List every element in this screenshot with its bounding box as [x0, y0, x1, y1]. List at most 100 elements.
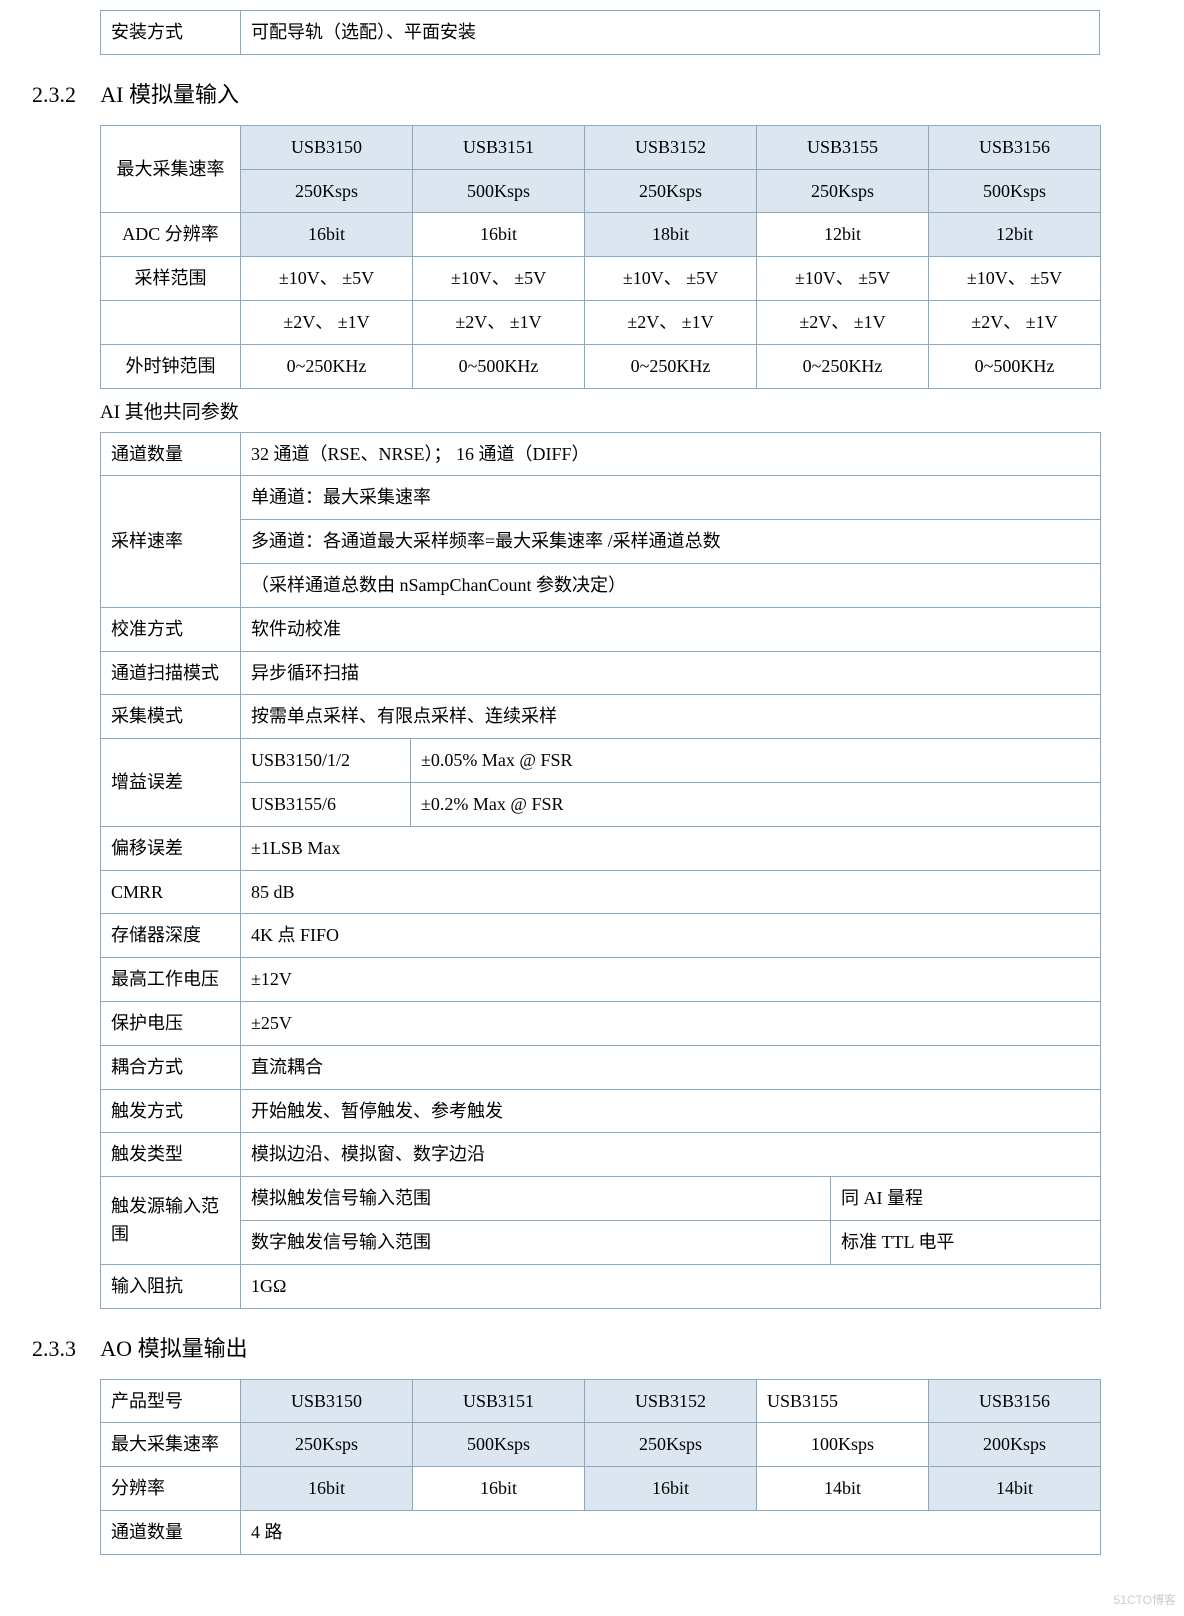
- ai-model-0: USB3150: [241, 125, 413, 169]
- scan-label: 通道扫描模式: [101, 651, 241, 695]
- ttype-value: 模拟边沿、模拟窗、数字边沿: [241, 1133, 1101, 1177]
- ao-rate-4: 200Ksps: [929, 1423, 1101, 1467]
- calib-value: 软件动校准: [241, 607, 1101, 651]
- ao-res-0: 16bit: [241, 1467, 413, 1511]
- adc-1: 16bit: [413, 213, 585, 257]
- rate-line1: 单通道：最大采集速率: [241, 476, 1101, 520]
- fifo-label: 存储器深度: [101, 914, 241, 958]
- ao-model-0: USB3150: [241, 1379, 413, 1423]
- imp-label: 输入阻抗: [101, 1264, 241, 1308]
- adc-label: ADC 分辨率: [101, 213, 241, 257]
- ai-rate-label: 最大采集速率: [101, 125, 241, 213]
- range-b0: ±2V、 ±1V: [241, 300, 413, 344]
- ai-model-4: USB3156: [929, 125, 1101, 169]
- trig-label: 触发方式: [101, 1089, 241, 1133]
- rate-line2: 多通道：各通道最大采样频率=最大采集速率 /采样通道总数: [241, 520, 1101, 564]
- channels-value: 32 通道（RSE、NRSE）； 16 通道（DIFF）: [241, 432, 1101, 476]
- install-value: 可配导轨（选配）、平面安装: [241, 11, 1100, 55]
- range-a3: ±10V、 ±5V: [757, 257, 929, 301]
- range-a2: ±10V、 ±5V: [585, 257, 757, 301]
- ao-rate-2: 250Ksps: [585, 1423, 757, 1467]
- offset-value: ±1LSB Max: [241, 826, 1101, 870]
- ai-rate-1: 500Ksps: [413, 169, 585, 213]
- ai-rate-4: 500Ksps: [929, 169, 1101, 213]
- ai-model-3: USB3155: [757, 125, 929, 169]
- range-empty: [101, 300, 241, 344]
- clk-3: 0~250KHz: [757, 344, 929, 388]
- range-b3: ±2V、 ±1V: [757, 300, 929, 344]
- gain-a2: ±0.05% Max @ FSR: [411, 739, 1101, 783]
- watermark: 51CTO博客: [1114, 1591, 1176, 1608]
- range-a0: ±10V、 ±5V: [241, 257, 413, 301]
- adc-4: 12bit: [929, 213, 1101, 257]
- gain-b1: USB3155/6: [241, 782, 411, 826]
- ao-model-2: USB3152: [585, 1379, 757, 1423]
- gain-b2: ±0.2% Max @ FSR: [411, 782, 1101, 826]
- vmax-label: 最高工作电压: [101, 958, 241, 1002]
- ao-res-2: 16bit: [585, 1467, 757, 1511]
- ao-model-4: USB3156: [929, 1379, 1101, 1423]
- calib-label: 校准方式: [101, 607, 241, 651]
- ttype-label: 触发类型: [101, 1133, 241, 1177]
- fifo-value: 4K 点 FIFO: [241, 914, 1101, 958]
- range-a1: ±10V、 ±5V: [413, 257, 585, 301]
- offset-label: 偏移误差: [101, 826, 241, 870]
- cmrr-label: CMRR: [101, 870, 241, 914]
- ao-ch-label: 通道数量: [101, 1510, 241, 1554]
- ao-model-label: 产品型号: [101, 1379, 241, 1423]
- ai-rate-2: 250Ksps: [585, 169, 757, 213]
- scan-value: 异步循环扫描: [241, 651, 1101, 695]
- section-232-heading: 2.3.2 AI 模拟量输入: [32, 77, 1184, 109]
- ai-model-table: 最大采集速率 USB3150 USB3151 USB3152 USB3155 U…: [100, 125, 1101, 389]
- ao-rate-label: 最大采集速率: [101, 1423, 241, 1467]
- ao-model-3: USB3155: [757, 1379, 929, 1423]
- clk-2: 0~250KHz: [585, 344, 757, 388]
- tsrc-a1: 模拟触发信号输入范围: [241, 1177, 831, 1221]
- ai-common-table: 通道数量 32 通道（RSE、NRSE）； 16 通道（DIFF） 采样速率 单…: [100, 432, 1101, 1309]
- install-label: 安装方式: [101, 11, 241, 55]
- adc-0: 16bit: [241, 213, 413, 257]
- gain-a1: USB3150/1/2: [241, 739, 411, 783]
- vmax-value: ±12V: [241, 958, 1101, 1002]
- tsrc-label: 触发源输入范围: [101, 1177, 241, 1265]
- ai-model-2: USB3152: [585, 125, 757, 169]
- clk-0: 0~250KHz: [241, 344, 413, 388]
- mode-label: 采集模式: [101, 695, 241, 739]
- clk-label: 外时钟范围: [101, 344, 241, 388]
- ao-res-label: 分辨率: [101, 1467, 241, 1511]
- section-233-number: 2.3.3: [32, 1336, 76, 1361]
- trig-value: 开始触发、暂停触发、参考触发: [241, 1089, 1101, 1133]
- adc-3: 12bit: [757, 213, 929, 257]
- ao-rate-3: 100Ksps: [757, 1423, 929, 1467]
- install-table: 安装方式 可配导轨（选配）、平面安装: [100, 10, 1100, 55]
- mode-value: 按需单点采样、有限点采样、连续采样: [241, 695, 1101, 739]
- ao-rate-0: 250Ksps: [241, 1423, 413, 1467]
- tsrc-b2: 标准 TTL 电平: [831, 1220, 1101, 1264]
- couple-value: 直流耦合: [241, 1045, 1101, 1089]
- ao-rate-1: 500Ksps: [413, 1423, 585, 1467]
- channels-label: 通道数量: [101, 432, 241, 476]
- ao-ch-value: 4 路: [241, 1510, 1101, 1554]
- ai-rate-3: 250Ksps: [757, 169, 929, 213]
- vprot-value: ±25V: [241, 1001, 1101, 1045]
- ao-res-3: 14bit: [757, 1467, 929, 1511]
- rate-line3: （采样通道总数由 nSampChanCount 参数决定）: [241, 563, 1101, 607]
- ai-model-1: USB3151: [413, 125, 585, 169]
- range-b4: ±2V、 ±1V: [929, 300, 1101, 344]
- tsrc-a2: 同 AI 量程: [831, 1177, 1101, 1221]
- range-label: 采样范围: [101, 257, 241, 301]
- ai-common-subtitle: AI 其他共同参数: [100, 397, 1184, 424]
- ao-model-1: USB3151: [413, 1379, 585, 1423]
- range-a4: ±10V、 ±5V: [929, 257, 1101, 301]
- ai-rate-0: 250Ksps: [241, 169, 413, 213]
- couple-label: 耦合方式: [101, 1045, 241, 1089]
- range-b1: ±2V、 ±1V: [413, 300, 585, 344]
- cmrr-value: 85 dB: [241, 870, 1101, 914]
- gain-label: 增益误差: [101, 739, 241, 827]
- tsrc-b1: 数字触发信号输入范围: [241, 1220, 831, 1264]
- section-233-heading: 2.3.3 AO 模拟量输出: [32, 1331, 1184, 1363]
- ao-res-4: 14bit: [929, 1467, 1101, 1511]
- vprot-label: 保护电压: [101, 1001, 241, 1045]
- ao-table: 产品型号 USB3150 USB3151 USB3152 USB3155 USB…: [100, 1379, 1101, 1555]
- section-232-number: 2.3.2: [32, 82, 76, 107]
